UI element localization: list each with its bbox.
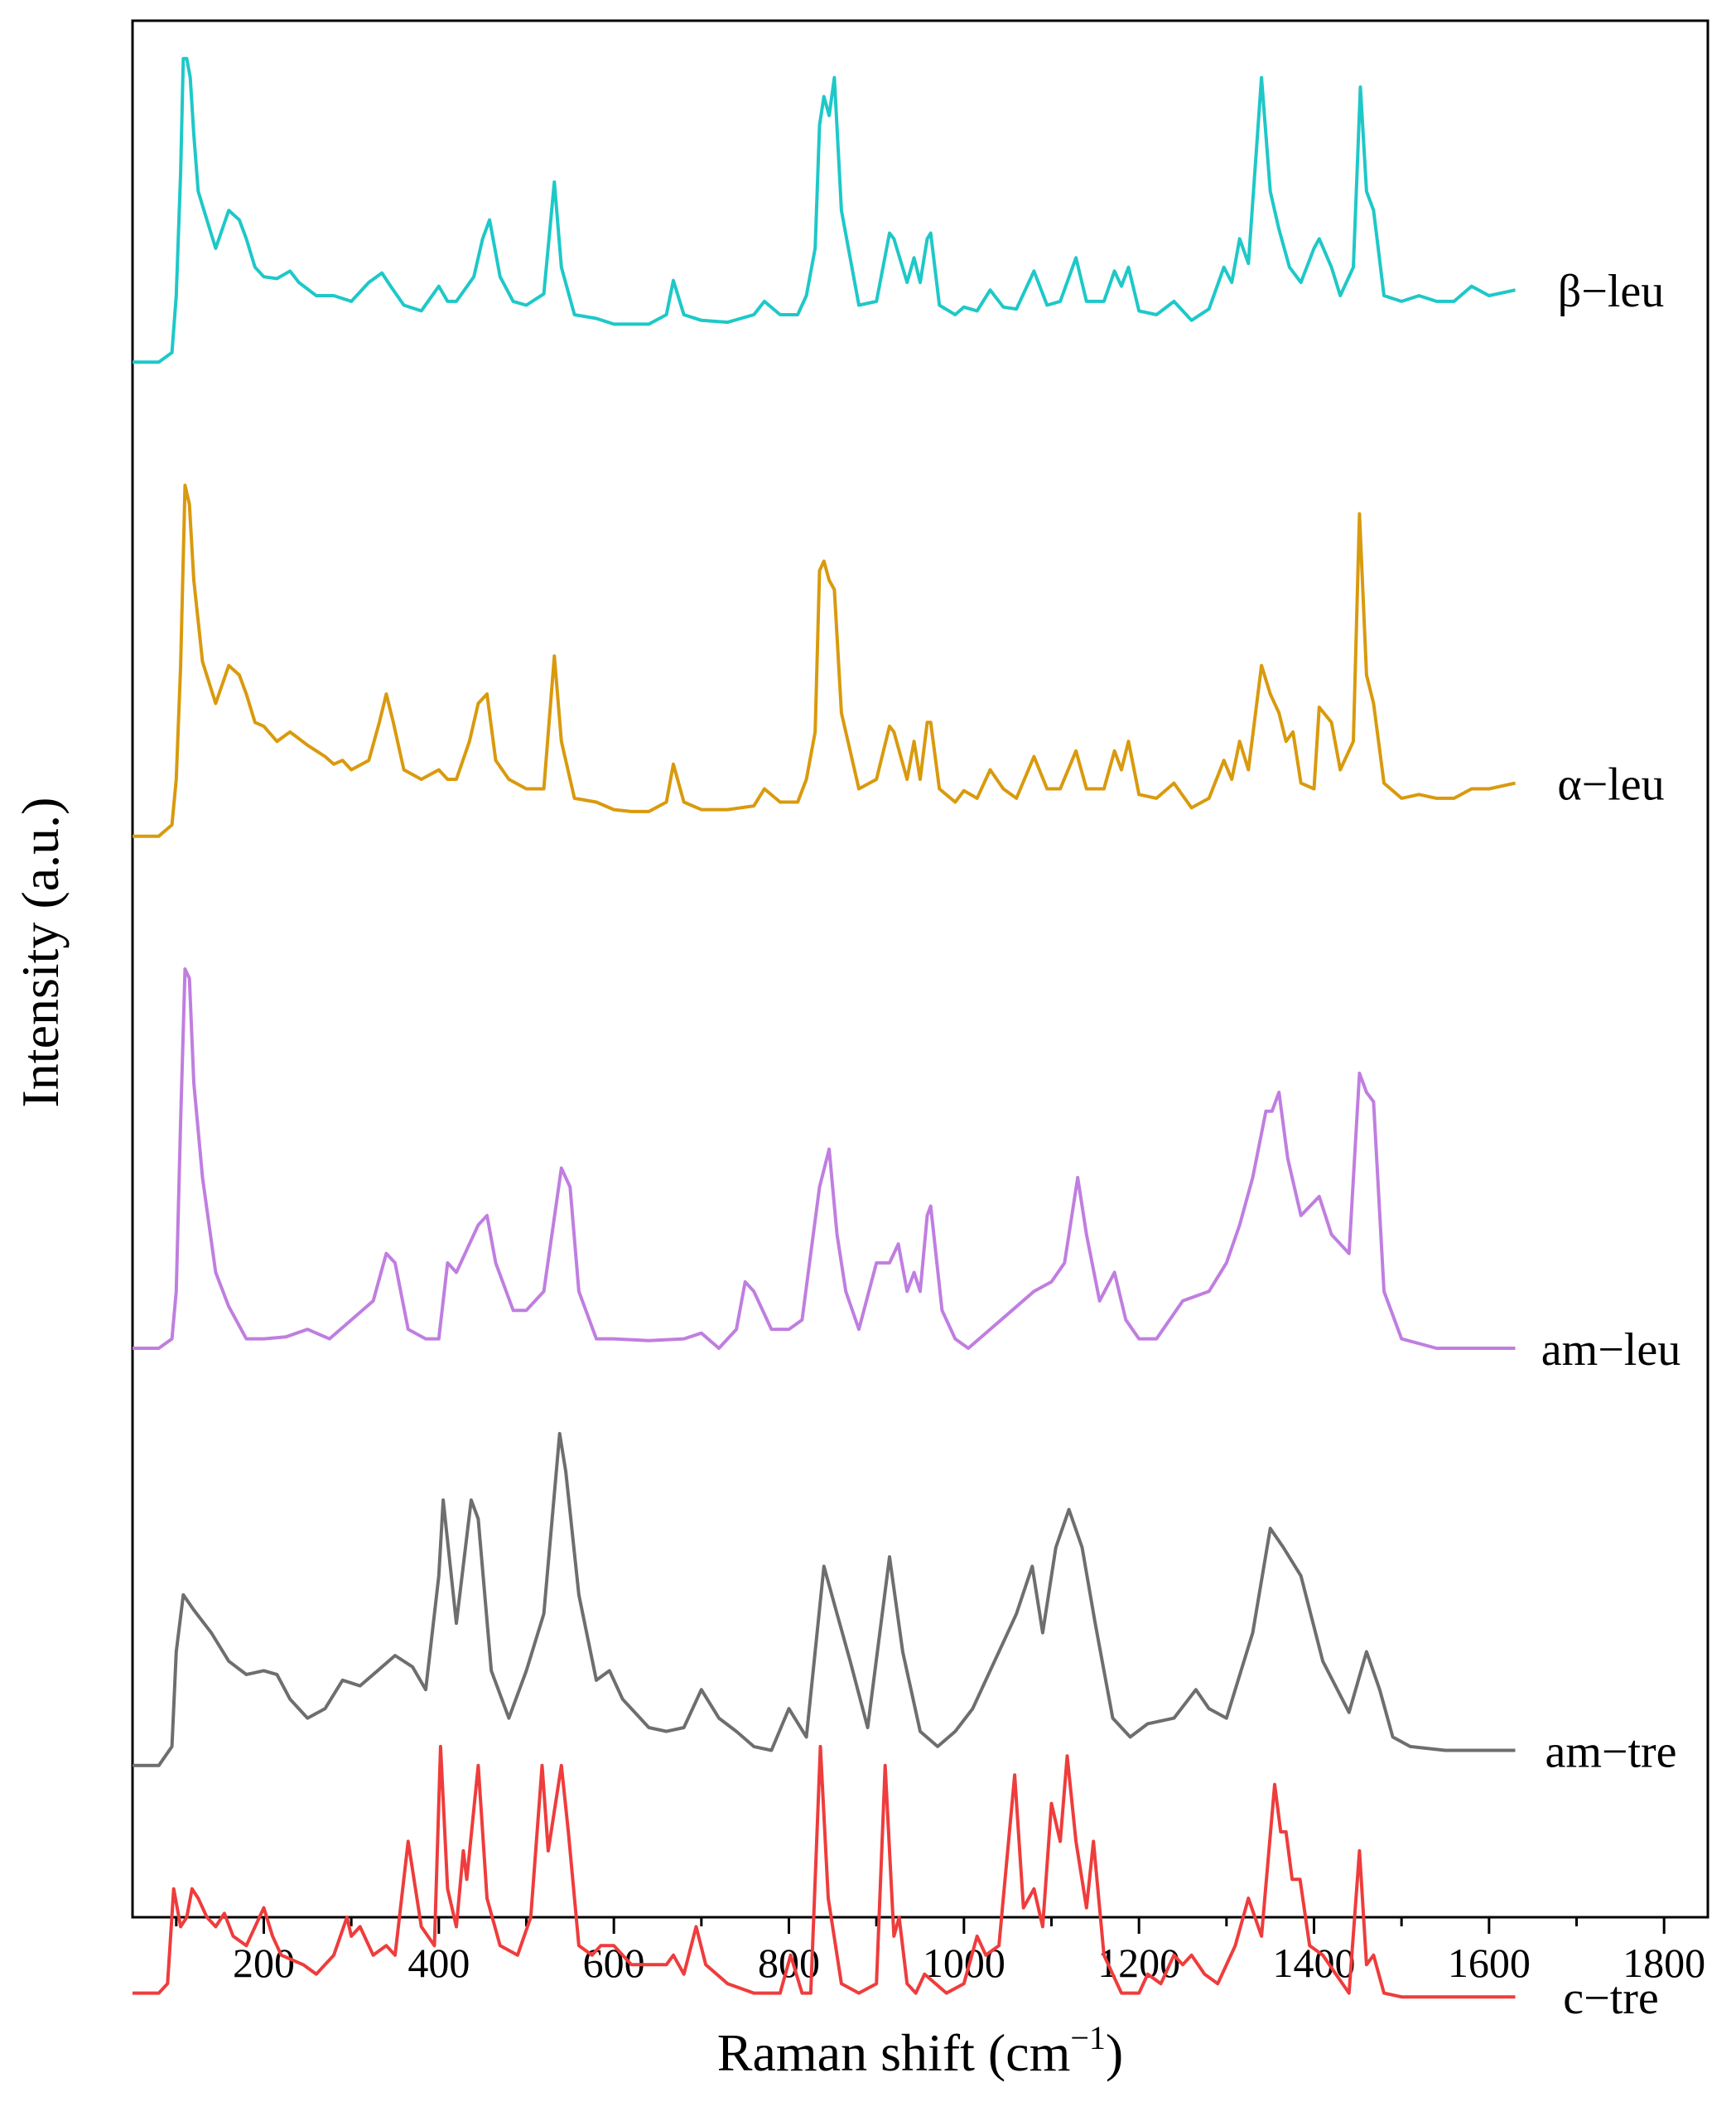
series-line-1 — [133, 484, 1516, 838]
x-axis-title-superscript: −1 — [1070, 2019, 1106, 2056]
series-label-4: c−tre — [1563, 1973, 1659, 2024]
x-tick-label-1400: 1400 — [1273, 1940, 1356, 1986]
x-tick-label-200: 200 — [233, 1940, 295, 1986]
x-tick-label-400: 400 — [407, 1940, 470, 1986]
series-label-2: am−leu — [1541, 1324, 1681, 1376]
x-tick-label-1600: 1600 — [1448, 1940, 1531, 1986]
series-label-1: α−leu — [1557, 759, 1664, 811]
series-label-0: β−leu — [1558, 266, 1665, 317]
y-axis-title: Intensity (a.u.) — [11, 798, 70, 1108]
spectra-series — [133, 56, 1516, 1999]
x-tick-label-1800: 1800 — [1623, 1940, 1705, 1986]
series-labels: β−leu α−leu am−leu am−tre c−tre — [1541, 266, 1681, 2024]
series-line-0 — [133, 56, 1516, 364]
series-line-2 — [133, 967, 1516, 1350]
x-tick-label-1200: 1200 — [1097, 1940, 1180, 1986]
x-axis-title-close: ) — [1106, 2023, 1123, 2082]
series-line-3 — [133, 1432, 1516, 1767]
x-axis-title-main: Raman shift (cm — [717, 2023, 1071, 2082]
x-axis-ticks: 200 400 600 800 1000 1200 1400 1600 1800 — [175, 1917, 1705, 1986]
x-axis-title: Raman shift (cm−1) — [717, 2019, 1123, 2082]
plot-frame — [131, 19, 1709, 1919]
series-label-3: am−tre — [1545, 1726, 1676, 1777]
series-line-4 — [133, 1744, 1516, 1999]
